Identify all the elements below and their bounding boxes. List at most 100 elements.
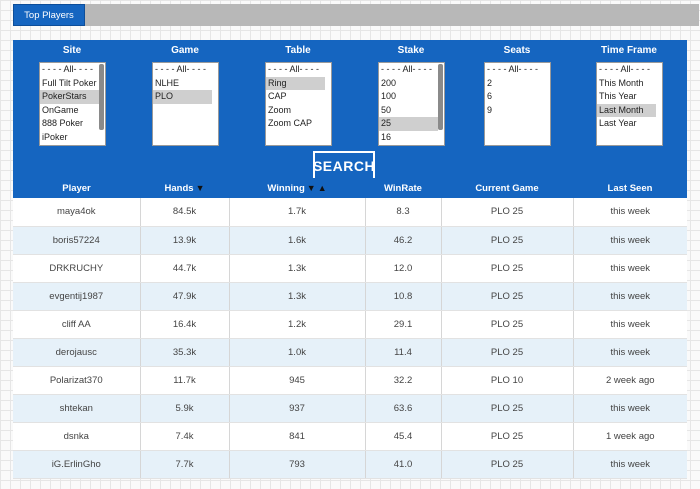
search-button[interactable]: SEARCH — [313, 151, 375, 178]
last-seen-value: this week — [572, 450, 687, 479]
winrate-value: 32.2 — [364, 366, 441, 395]
hands-value: 13.9k — [139, 226, 229, 255]
listbox-option[interactable]: - - - - All- - - - — [268, 64, 319, 74]
listbox-option[interactable]: PLO — [153, 90, 212, 104]
listbox-option[interactable]: 25 — [379, 117, 438, 131]
listbox-option[interactable]: Ring — [266, 76, 325, 90]
last-seen-value: this week — [572, 226, 687, 255]
listbox-option[interactable]: NLHE — [155, 77, 180, 88]
listbox-option[interactable]: 888 Poker — [42, 118, 84, 128]
winning-value: 1.7k — [228, 198, 365, 227]
listbox-option[interactable]: - - - - All- - - - — [42, 64, 93, 74]
listbox-scrollbar[interactable] — [438, 64, 443, 130]
last-seen-value: this week — [572, 198, 687, 227]
winning-value: 1.6k — [228, 226, 365, 255]
table-header-row: Player Hands ▼ Winning ▼ ▲ WinRate Current … — [13, 178, 687, 198]
table-row[interactable]: derojausc 35.3k 1.0k 11.4 PLO 25 this week — [13, 338, 687, 367]
winning-value: 1.2k — [228, 310, 365, 339]
col-winning[interactable]: Winning ▼ ▲ — [267, 182, 327, 194]
table-row[interactable]: maya4ok 84.5k 1.7k 8.3 PLO 25 this week — [13, 198, 687, 227]
filter-listbox[interactable]: - - - - All- - - - This Month This Year Las… — [596, 62, 663, 146]
col-current-game[interactable]: Current Game — [475, 182, 539, 194]
winrate-value: 45.4 — [364, 422, 441, 451]
listbox-option[interactable]: 16 — [381, 131, 392, 142]
table-row[interactable]: evgentij1987 47.9k 1.3k 10.8 PLO 25 this week — [13, 282, 687, 311]
filter-listbox[interactable]: - - - - All- - - - 2 6 9 — [484, 62, 551, 146]
filter-game: Game — [129, 44, 241, 58]
listbox-scrollbar[interactable] — [99, 64, 104, 130]
filter-label: Seats — [503, 45, 531, 56]
listbox-option[interactable]: Full Tilt Poker — [42, 77, 97, 88]
current-game-value: PLO 25 — [440, 282, 573, 311]
hands-value: 84.5k — [139, 198, 229, 227]
listbox-option[interactable]: Last Month — [597, 103, 656, 117]
table-row[interactable]: shtekan 5.9k 937 63.6 PLO 25 this week — [13, 394, 687, 423]
hands-value: 7.4k — [139, 422, 229, 451]
hands-value: 35.3k — [139, 338, 229, 367]
listbox-option[interactable]: Zoom CAP — [268, 118, 313, 128]
listbox-option[interactable]: Zoom — [268, 104, 292, 115]
last-seen-value: 1 week ago — [572, 422, 687, 451]
table-row[interactable]: iG.ErlinGho 7.7k 793 41.0 PLO 25 this week — [13, 450, 687, 479]
col-hands[interactable]: Hands ▼ — [164, 182, 205, 194]
listbox-option[interactable]: PokerStars — [40, 90, 99, 104]
table-row[interactable]: DRKRUCHY 44.7k 1.3k 12.0 PLO 25 this week — [13, 254, 687, 283]
last-seen-value: this week — [572, 394, 687, 423]
hands-value: 44.7k — [139, 254, 229, 283]
filter-listbox[interactable]: - - - - All- - - - Ring CAP Zoom Zoom CAP — [265, 62, 332, 146]
winning-value: 841 — [228, 422, 365, 451]
last-seen-value: this week — [572, 338, 687, 367]
listbox-option[interactable]: - - - - All- - - - — [155, 64, 206, 74]
filter-listbox[interactable]: - - - - All- - - - 200 100 50 25 16 — [378, 62, 445, 146]
listbox-option[interactable]: OnGame — [42, 104, 79, 115]
listbox-option[interactable]: - - - - All- - - - — [599, 64, 650, 74]
player-name: shtekan — [13, 394, 140, 423]
player-name: cliff AA — [13, 310, 140, 339]
listbox-option[interactable]: iPoker — [42, 131, 68, 142]
listbox-option[interactable]: 2 — [487, 77, 493, 88]
current-game-value: PLO 25 — [440, 310, 573, 339]
filter-bar: Site - - - - All- - - - Full Tilt Poker Pok… — [13, 40, 687, 178]
filter-stake: Stake — [355, 44, 467, 58]
sort-desc-icon[interactable]: ▼ — [195, 182, 205, 193]
col-winrate[interactable]: WinRate — [384, 182, 422, 194]
table-row[interactable]: cliff AA 16.4k 1.2k 29.1 PLO 25 this week — [13, 310, 687, 339]
listbox-option[interactable]: This Month — [599, 77, 644, 88]
sort-desc-icon[interactable]: ▼ — [306, 182, 316, 193]
filter-listbox[interactable]: - - - - All- - - - Full Tilt Poker PokerSt… — [39, 62, 106, 146]
winning-value: 1.0k — [228, 338, 365, 367]
filter-listbox[interactable]: - - - - All- - - - NLHE PLO — [152, 62, 219, 146]
winrate-value: 12.0 — [364, 254, 441, 283]
player-name: Polarizat370 — [13, 366, 140, 395]
current-game-value: PLO 10 — [440, 366, 573, 395]
current-game-value: PLO 25 — [440, 226, 573, 255]
listbox-option[interactable]: 50 — [381, 104, 392, 115]
winrate-value: 8.3 — [364, 198, 441, 227]
listbox-option[interactable]: This Year — [599, 91, 637, 101]
tab-bar: Top Players — [13, 4, 699, 26]
tab-top-players[interactable]: Top Players — [13, 4, 85, 26]
last-seen-value: 2 week ago — [572, 366, 687, 395]
col-last-seen[interactable]: Last Seen — [607, 182, 653, 194]
listbox-option[interactable]: 200 — [381, 77, 397, 88]
listbox-option[interactable]: 6 — [487, 91, 493, 101]
listbox-option[interactable]: Last Year — [599, 118, 637, 128]
current-game-value: PLO 25 — [440, 394, 573, 423]
listbox-option[interactable]: CAP — [268, 91, 287, 101]
listbox-option[interactable]: 9 — [487, 104, 493, 115]
player-name: DRKRUCHY — [13, 254, 140, 283]
last-seen-value: this week — [572, 310, 687, 339]
sort-asc-icon[interactable]: ▲ — [317, 182, 327, 193]
table-row[interactable]: boris57224 13.9k 1.6k 46.2 PLO 25 this week — [13, 226, 687, 255]
table-row[interactable]: dsnka 7.4k 841 45.4 PLO 25 1 week ago — [13, 422, 687, 451]
winrate-value: 41.0 — [364, 450, 441, 479]
listbox-option[interactable]: - - - - All- - - - — [487, 64, 538, 74]
table-row[interactable]: Polarizat370 11.7k 945 32.2 PLO 10 2 week ago — [13, 366, 687, 395]
winrate-value: 46.2 — [364, 226, 441, 255]
listbox-option[interactable]: - - - - All- - - - — [381, 64, 432, 74]
player-name: derojausc — [13, 338, 140, 367]
top-players-panel: Site - - - - All- - - - Full Tilt Poker Pok… — [13, 40, 687, 479]
listbox-option[interactable]: 100 — [381, 91, 397, 101]
col-player[interactable]: Player — [62, 182, 91, 194]
filter-seats: Seats — [461, 44, 573, 58]
